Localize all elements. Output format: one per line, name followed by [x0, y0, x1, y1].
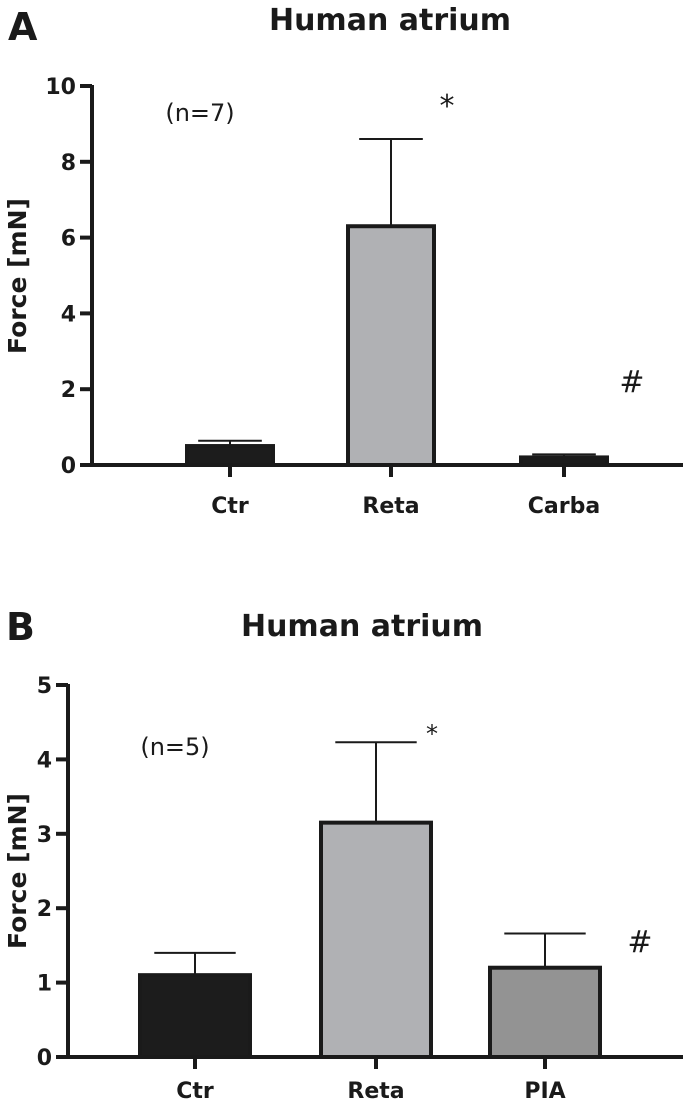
panel-b-y-tick-label-5: 5	[37, 674, 52, 699]
panel-a-significance-carba: #	[619, 365, 644, 400]
panel-a-x-tick-label-ctr: Ctr	[211, 494, 249, 519]
panel-b-n-annotation: (n=5)	[140, 733, 209, 761]
panel-a-y-tick-label-4: 4	[61, 302, 76, 327]
panel-b-y-tick-label-3: 3	[37, 823, 52, 848]
panel-b-x-tick-label-ctr: Ctr	[176, 1079, 214, 1104]
panel-a-title: Human atrium	[269, 3, 511, 38]
panel-b-y-tick-label-1: 1	[37, 972, 52, 997]
panel-a-y-tick-label-8: 8	[61, 151, 76, 176]
panel-a-plot: 0 2 4 6 8 10 Ctr Reta Carba * #	[45, 75, 683, 519]
panel-b-significance-pia: #	[627, 925, 652, 960]
panel-b-significance-reta: *	[426, 720, 438, 748]
panel-a-bar-reta	[346, 224, 436, 467]
panel-a-bar-ctr	[185, 444, 275, 467]
panel-b-bar-ctr	[138, 973, 252, 1059]
panel-a-significance-reta: *	[440, 89, 455, 124]
panel-b-bar-pia	[488, 965, 602, 1059]
panel-a-y-tick-label-10: 10	[45, 75, 76, 100]
panel-a-y-tick-label-6: 6	[61, 227, 76, 252]
panel-b-bar-reta	[319, 820, 433, 1060]
panel-b-plot: 0 1 2 3 4 5 Ctr Reta PIA * #	[37, 674, 683, 1104]
panel-b-title: Human atrium	[241, 609, 483, 644]
panel-b-y-tick-label-0: 0	[37, 1046, 52, 1071]
panel-b-x-tick-label-reta: Reta	[347, 1079, 404, 1104]
panel-b-y-tick-label-2: 2	[37, 897, 52, 922]
panel-a-y-tick-label-2: 2	[61, 378, 76, 403]
panel-b-x-tick-label-pia: PIA	[524, 1079, 565, 1104]
panel-b-y-tick-label-4: 4	[37, 748, 52, 773]
panel-a-y-tick-label-0: 0	[61, 454, 76, 479]
panel-b-ylabel: Force [mN]	[3, 793, 32, 949]
panel-a-letter: A	[8, 5, 38, 49]
panel-b-letter: B	[6, 605, 35, 649]
panel-a-x-tick-label-reta: Reta	[362, 494, 419, 519]
panel-a-x-tick-label-carba: Carba	[528, 494, 600, 519]
panel-a-ylabel: Force [mN]	[3, 198, 32, 354]
panel-a-n-annotation: (n=7)	[165, 99, 234, 127]
